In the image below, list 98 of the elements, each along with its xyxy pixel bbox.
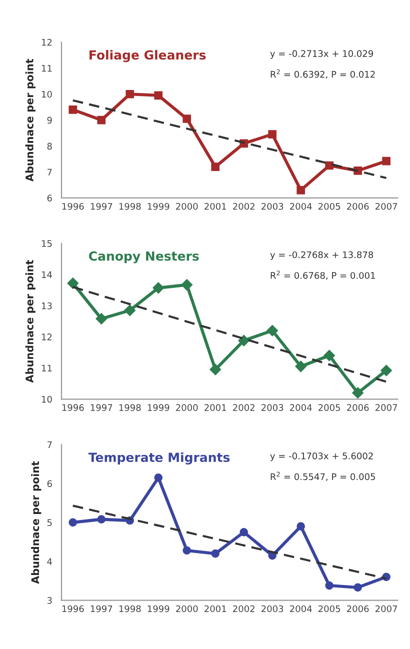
- point: [354, 583, 362, 592]
- point: [268, 130, 277, 139]
- point: [352, 387, 364, 399]
- point: [182, 114, 192, 123]
- y-tick-label: 3: [47, 597, 52, 604]
- annotation: y = -0.2768x + 13.878: [270, 251, 374, 260]
- x-tick-label: 2006: [346, 404, 369, 411]
- point: [211, 549, 220, 558]
- x-tick-label: 2007: [375, 202, 398, 210]
- y-tick-label: 10: [42, 90, 52, 98]
- y-axis-title: Abundnace per point: [31, 461, 42, 584]
- point: [154, 91, 163, 100]
- x-tick-label: 2002: [233, 202, 254, 210]
- x-tick-label: 1999: [148, 605, 170, 612]
- annotation: R$^{2}$ = 0.6768, P = 0.001: [270, 270, 375, 280]
- x-tick-label: 2001: [204, 404, 226, 411]
- y-tick-label: 5: [47, 519, 52, 526]
- x-tick-label: 2000: [176, 202, 198, 210]
- x-tick-label: 1999: [148, 404, 170, 411]
- x-tick-label: 2005: [318, 605, 340, 612]
- x-tick-label: 2002: [233, 404, 254, 411]
- text: Canopy Nesters: [89, 251, 199, 264]
- point: [324, 350, 335, 362]
- point: [154, 473, 163, 482]
- x-tick-label: 2006: [346, 202, 369, 210]
- y-tick-label: 7: [47, 441, 52, 448]
- point: [68, 518, 78, 527]
- annotation: R$^{2}$ = 0.5547, P = 0.005: [270, 472, 376, 482]
- x-tick-label: 2007: [375, 404, 398, 411]
- y-tick-label: 11: [42, 364, 52, 372]
- x-tick-label: 2001: [204, 605, 226, 612]
- point: [266, 324, 278, 336]
- x-tick-label: 2007: [375, 605, 398, 612]
- point: [380, 364, 392, 376]
- y-axis-title: Abundnace per point: [25, 260, 36, 383]
- point: [96, 313, 107, 324]
- annotation: y = -0.2713x + 10.029: [270, 50, 374, 59]
- x-tick-label: 2003: [262, 404, 284, 411]
- point: [124, 304, 136, 316]
- point: [182, 546, 192, 555]
- x-tick-label: 1998: [119, 202, 141, 210]
- x-tick-label: 2000: [176, 404, 198, 411]
- line-series: [72, 99, 388, 179]
- y-tick-label: 9: [47, 116, 52, 124]
- point: [211, 162, 220, 171]
- x-tick-label: 2003: [262, 605, 284, 612]
- x-tick-label: 1997: [90, 202, 112, 210]
- point: [68, 106, 78, 114]
- point: [325, 581, 334, 590]
- y-axis-title: Abundnace per point: [25, 58, 36, 182]
- x-tick-label: 1998: [119, 605, 141, 612]
- x-tick-label: 1996: [62, 605, 84, 612]
- x-tick-label: 2005: [318, 404, 340, 411]
- x-tick-label: 2005: [318, 202, 340, 210]
- x-tick-label: 1996: [62, 404, 84, 411]
- x-tick-label: 2004: [290, 202, 312, 210]
- y-tick-label: 6: [47, 480, 52, 488]
- x-tick-label: 2000: [176, 605, 198, 612]
- annotation: R$^{2}$ = 0.6392, P = 0.012: [270, 69, 375, 79]
- x-tick-label: 1996: [62, 202, 84, 210]
- point: [238, 334, 250, 346]
- point: [296, 186, 305, 194]
- point: [181, 279, 192, 290]
- annotation: y = -0.1703x + 5.6002: [270, 452, 373, 462]
- y-tick-label: 13: [42, 302, 52, 310]
- x-tick-label: 2004: [290, 404, 312, 411]
- x-tick-label: 2001: [204, 202, 226, 210]
- y-tick-label: 4: [47, 558, 52, 565]
- y-tick-label: 6: [47, 194, 52, 202]
- y-tick-label: 10: [42, 396, 52, 403]
- y-tick-label: 8: [47, 142, 52, 150]
- x-tick-label: 2003: [262, 202, 284, 210]
- x-tick-label: 1999: [148, 202, 170, 210]
- text: Temperate Migrants: [88, 452, 230, 465]
- point: [67, 278, 78, 289]
- y-tick-label: 12: [42, 334, 52, 340]
- text: Foliage Gleaners: [90, 50, 206, 62]
- point: [97, 116, 106, 124]
- point: [295, 360, 306, 372]
- y-tick-label: 12: [42, 38, 52, 46]
- x-tick-label: 2004: [290, 605, 312, 612]
- x-tick-label: 1998: [119, 404, 141, 411]
- y-tick-label: 11: [42, 64, 52, 72]
- x-tick-label: 1997: [90, 605, 112, 612]
- point: [382, 156, 390, 166]
- point: [325, 161, 334, 170]
- y-tick-label: 15: [42, 240, 52, 247]
- point: [152, 282, 164, 294]
- point: [240, 528, 248, 536]
- y-tick-label: 7: [47, 168, 52, 176]
- point: [126, 90, 134, 98]
- point: [296, 522, 305, 531]
- point: [210, 364, 221, 376]
- x-tick-label: 2002: [233, 605, 254, 612]
- y-tick-label: 14: [42, 271, 52, 278]
- x-tick-label: 1997: [90, 404, 112, 411]
- point: [97, 515, 106, 524]
- x-tick-label: 2006: [346, 605, 369, 612]
